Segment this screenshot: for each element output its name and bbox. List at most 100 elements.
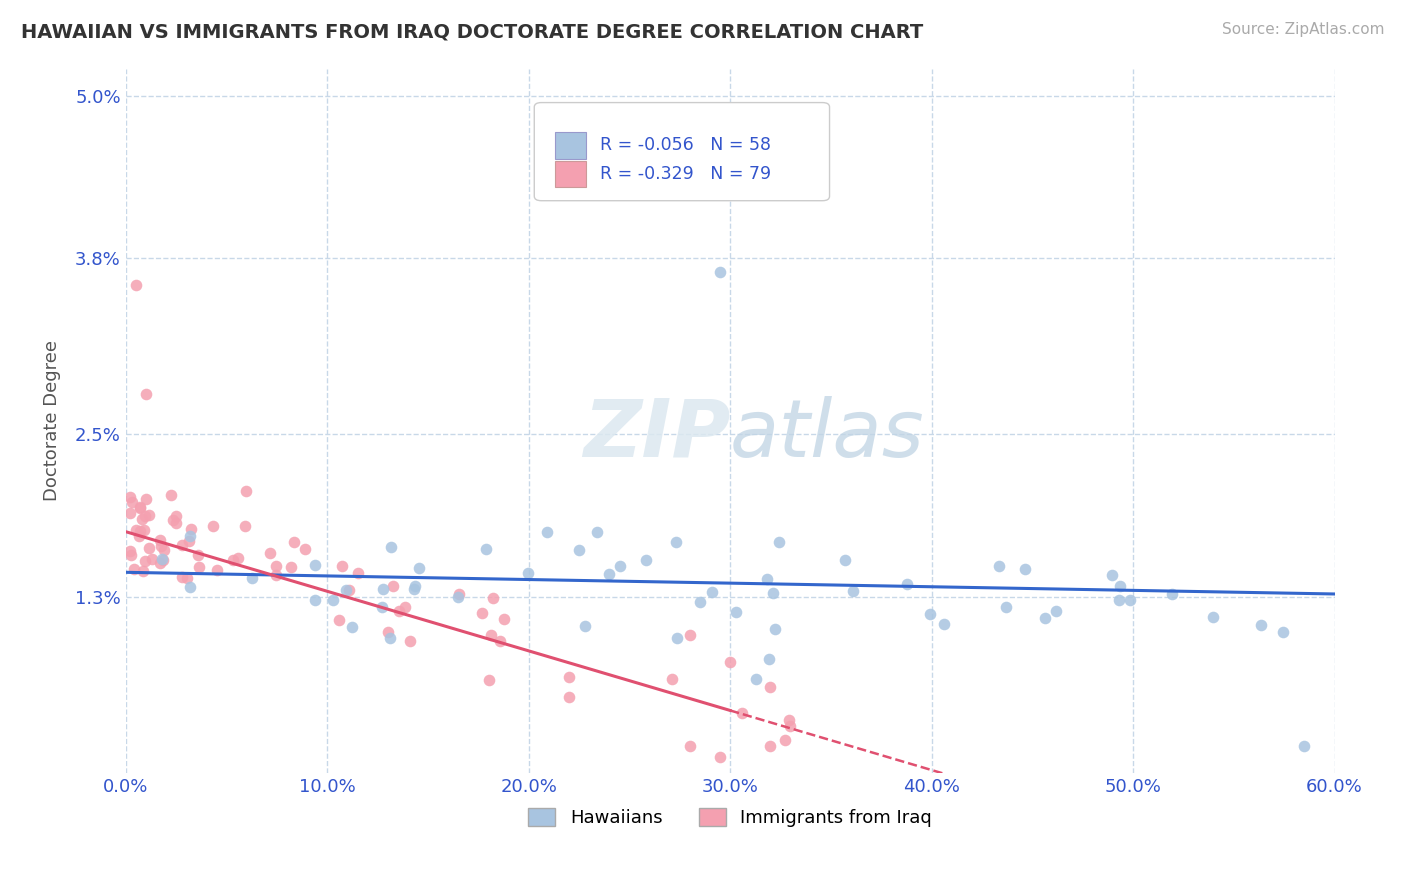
Point xyxy=(1014,562,1036,576)
Point xyxy=(180,522,202,536)
Point xyxy=(176,571,198,585)
Point xyxy=(1109,579,1132,593)
Text: Source: ZipAtlas.com: Source: ZipAtlas.com xyxy=(1222,22,1385,37)
Point xyxy=(1272,625,1295,640)
Point xyxy=(731,706,754,721)
Point xyxy=(994,599,1017,614)
Point xyxy=(205,563,228,577)
Point xyxy=(661,673,683,687)
Point xyxy=(152,553,174,567)
Point xyxy=(665,535,688,549)
Point xyxy=(122,562,145,576)
Point xyxy=(134,508,156,523)
Point xyxy=(1160,587,1182,601)
Point xyxy=(557,670,579,684)
Point xyxy=(187,560,209,574)
Point xyxy=(149,539,172,553)
Point xyxy=(759,739,782,753)
Point xyxy=(221,553,243,567)
Point xyxy=(131,512,153,526)
Point xyxy=(135,386,157,401)
Point xyxy=(342,620,364,634)
Point xyxy=(371,582,394,596)
Point xyxy=(335,582,357,597)
Point xyxy=(1101,568,1123,582)
Point xyxy=(1250,617,1272,632)
Point xyxy=(283,535,305,549)
Point xyxy=(235,484,257,499)
Point xyxy=(132,524,155,538)
Point xyxy=(187,548,209,562)
Point xyxy=(240,571,263,585)
Point xyxy=(380,540,402,554)
Point xyxy=(131,564,153,578)
Point xyxy=(1201,610,1223,624)
Point xyxy=(165,516,187,531)
Point xyxy=(834,553,856,567)
Point xyxy=(568,543,591,558)
Point xyxy=(162,512,184,526)
Point xyxy=(179,534,201,549)
Point xyxy=(150,552,173,566)
Point xyxy=(381,579,404,593)
Point xyxy=(1119,593,1142,607)
Point xyxy=(380,631,402,645)
Point xyxy=(404,579,426,593)
Point xyxy=(138,541,160,556)
Point xyxy=(121,495,143,509)
Point xyxy=(763,622,786,636)
Point xyxy=(128,524,150,538)
Point xyxy=(141,552,163,566)
Point xyxy=(745,673,768,687)
Point xyxy=(179,580,201,594)
Point xyxy=(478,673,501,687)
Point xyxy=(149,533,172,548)
Point xyxy=(1033,611,1056,625)
Point xyxy=(408,561,430,575)
Point xyxy=(159,488,181,502)
Point xyxy=(134,554,156,568)
Point xyxy=(1294,739,1316,753)
Point xyxy=(987,559,1010,574)
Point xyxy=(125,278,148,293)
Point xyxy=(768,534,790,549)
Point xyxy=(762,585,785,599)
Point xyxy=(280,560,302,574)
Point xyxy=(489,634,512,648)
Point xyxy=(447,587,470,601)
Point xyxy=(609,558,631,573)
Text: HAWAIIAN VS IMMIGRANTS FROM IRAQ DOCTORATE DEGREE CORRELATION CHART: HAWAIIAN VS IMMIGRANTS FROM IRAQ DOCTORA… xyxy=(21,22,924,41)
Point xyxy=(756,572,779,586)
Point xyxy=(759,680,782,694)
Point xyxy=(266,559,288,574)
Point xyxy=(128,500,150,514)
Point xyxy=(118,506,141,520)
Point xyxy=(482,591,505,605)
Point xyxy=(328,613,350,627)
Point xyxy=(932,617,955,632)
Point xyxy=(758,651,780,665)
Point xyxy=(371,599,394,614)
Point xyxy=(259,546,281,560)
Point xyxy=(201,519,224,533)
Point xyxy=(347,566,370,580)
Point xyxy=(387,604,409,618)
Point xyxy=(149,556,172,570)
Point xyxy=(842,583,865,598)
Point xyxy=(153,543,176,558)
Point xyxy=(918,607,941,622)
Point xyxy=(689,595,711,609)
Point xyxy=(233,519,256,533)
Point xyxy=(304,558,326,572)
Point xyxy=(228,551,250,566)
Point xyxy=(679,628,702,642)
Point xyxy=(679,739,702,753)
Point xyxy=(724,605,747,619)
Point xyxy=(170,570,193,584)
Point xyxy=(330,558,353,573)
Point xyxy=(394,600,416,615)
Point xyxy=(125,523,148,537)
Point xyxy=(337,583,360,598)
Point xyxy=(475,541,498,556)
Point xyxy=(1045,604,1067,618)
